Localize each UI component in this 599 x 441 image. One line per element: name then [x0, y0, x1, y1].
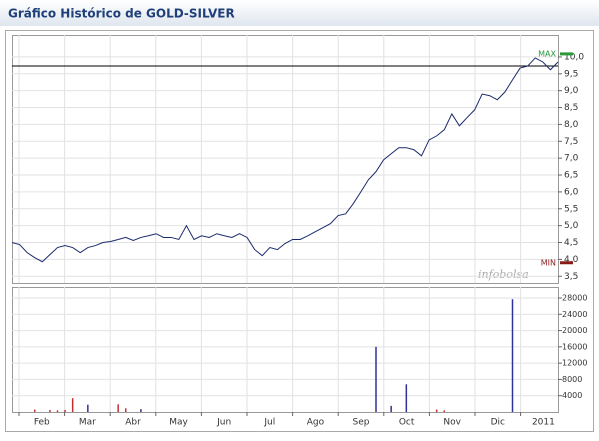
max-marker-label: MAX — [538, 49, 556, 58]
volume-bar — [64, 409, 66, 412]
y-tick-label: 10,0 — [564, 52, 584, 62]
x-tick-label: Ago — [307, 418, 325, 428]
y-tick-label: 9,5 — [564, 69, 578, 79]
watermark: infobolsa — [478, 268, 529, 281]
price-line — [11, 57, 559, 263]
y-tick-label: 5,0 — [564, 221, 579, 231]
volume-bar — [140, 409, 142, 412]
y-tick-label: 12000 — [562, 359, 587, 368]
y-tick-label: 7,0 — [564, 154, 579, 164]
y-tick-label: 28000 — [562, 293, 587, 302]
y-tick-label: 4,5 — [564, 238, 578, 248]
y-tick-label: 8000 — [562, 375, 582, 384]
volume-bar — [34, 409, 36, 412]
volume-bar — [56, 410, 59, 412]
volume-bar — [405, 384, 408, 412]
volume-bar — [49, 409, 51, 412]
volume-bar — [390, 405, 392, 412]
y-tick-label: 6,0 — [564, 187, 579, 197]
x-tick-label: Mar — [79, 418, 96, 428]
x-tick-label: Abr — [125, 418, 141, 428]
x-tick-label: Feb — [34, 418, 50, 428]
max-marker — [560, 52, 573, 56]
y-tick-label: 20000 — [562, 326, 587, 335]
x-tick-label: 2011 — [532, 418, 555, 428]
volume-bar — [87, 404, 89, 412]
y-tick-label: 24000 — [562, 310, 587, 319]
chart-title: Gráfico Histórico de GOLD-SILVER — [8, 7, 235, 21]
volume-bar — [71, 398, 74, 412]
y-tick-label: 16000 — [562, 342, 587, 351]
x-tick-label: Oct — [399, 418, 415, 428]
x-tick-label: May — [169, 418, 188, 428]
frame — [5, 30, 594, 432]
volume-bar — [511, 299, 514, 412]
x-tick-label: Nov — [443, 418, 461, 428]
y-tick-label: 7,5 — [564, 137, 578, 147]
volume-bar — [125, 408, 127, 412]
y-tick-label: 3,5 — [564, 272, 578, 282]
y-tick-label: 5,5 — [564, 204, 578, 214]
volume-panel — [12, 287, 559, 413]
min-marker — [560, 261, 573, 265]
x-tick-label: Jun — [216, 418, 231, 428]
y-tick-label: 6,5 — [564, 171, 578, 181]
min-marker-label: MIN — [541, 258, 556, 267]
volume-bar — [375, 346, 377, 412]
price-panel — [12, 35, 559, 284]
y-tick-label: 9,0 — [564, 86, 579, 96]
x-tick-label: Sep — [353, 418, 370, 428]
volume-bar — [435, 409, 438, 412]
y-tick-label: 4,0 — [564, 255, 579, 265]
volume-bar — [443, 410, 445, 412]
y-tick-label: 4000 — [562, 391, 582, 400]
x-tick-label: Jul — [263, 418, 275, 428]
y-tick-label: 8,0 — [564, 120, 579, 130]
volume-bar — [117, 404, 119, 412]
x-tick-label: Dic — [491, 418, 505, 428]
title-bar — [0, 0, 599, 26]
y-tick-label: 8,5 — [564, 103, 578, 113]
